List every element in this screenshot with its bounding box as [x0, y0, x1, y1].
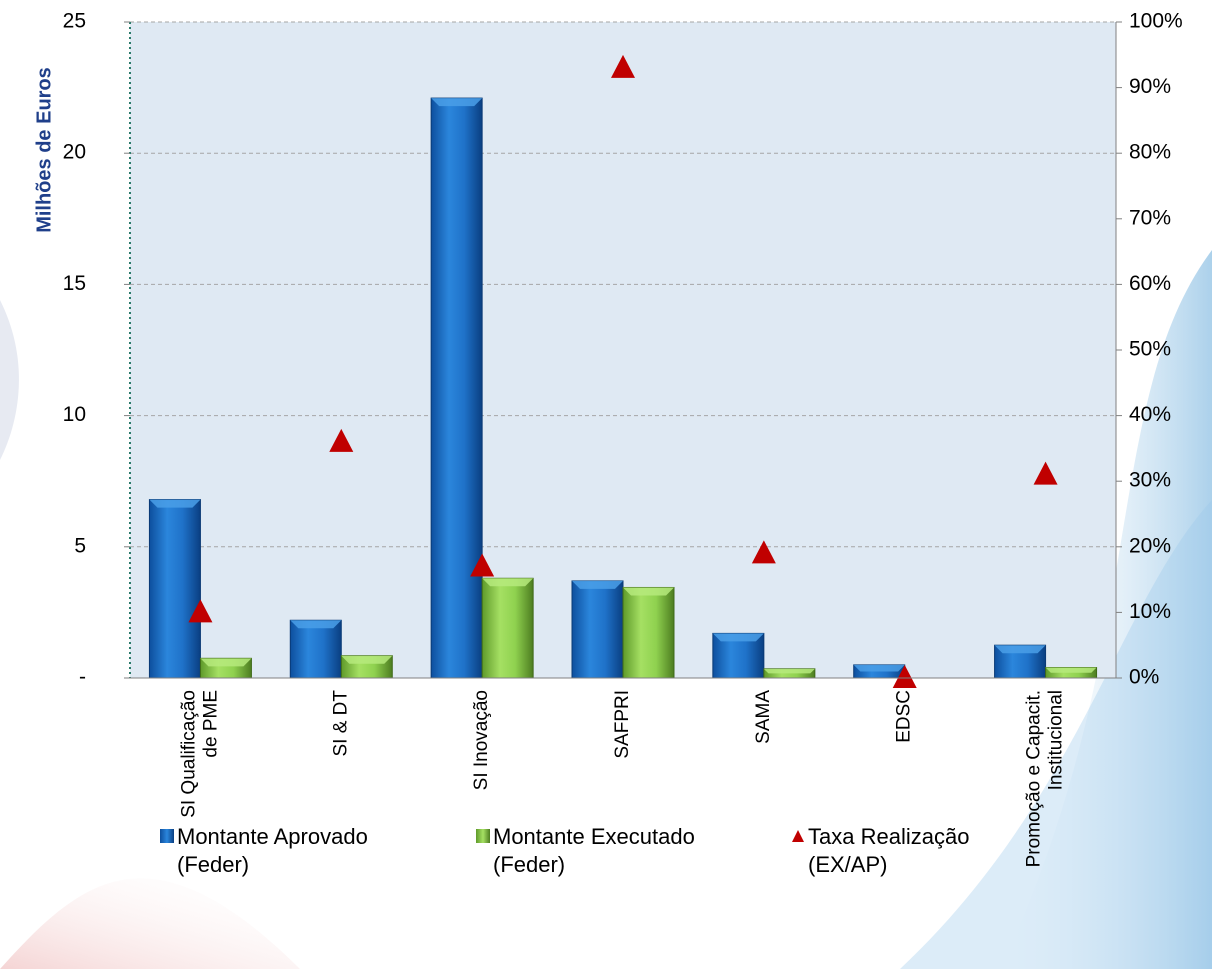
- left-tick-label: 20: [63, 141, 86, 164]
- bar-montante-aprovado: [430, 97, 483, 679]
- right-tick-label: 10%: [1129, 600, 1171, 623]
- legend-swatch-green: [476, 829, 490, 843]
- legend-label-line: (EX/AP): [808, 852, 888, 877]
- right-tick-label: 0%: [1129, 666, 1159, 689]
- legend: Montante Aprovado (Feder) Montante Execu…: [0, 823, 1212, 969]
- bar-montante-executado: [622, 586, 675, 679]
- legend-item-montante-aprovado: Montante Aprovado (Feder): [160, 823, 427, 879]
- category-label: SI Inovação: [471, 690, 492, 790]
- category-label: EDSC: [894, 690, 915, 743]
- marker-taxa-realizacao: [611, 54, 635, 78]
- bar-series: [148, 97, 1098, 679]
- bar-montante-aprovado: [571, 580, 624, 679]
- left-tick-label: 15: [63, 272, 86, 295]
- legend-label-line: (Feder): [177, 852, 250, 877]
- marker-taxa-realizacao: [470, 553, 495, 577]
- plot-background: [130, 22, 1116, 678]
- right-tick-label: 40%: [1129, 403, 1171, 426]
- legend-item-montante-executado: Montante Executado (Feder): [476, 823, 743, 879]
- bar-montante-executado: [1045, 667, 1098, 679]
- right-tick-label: 30%: [1129, 469, 1171, 492]
- x-axis-categories: SI Qualificação de PME SI & DT SI Inovação S…: [178, 690, 1066, 868]
- category-label: Institucional: [1046, 690, 1067, 790]
- marker-taxa-realizacao: [892, 665, 917, 688]
- marker-taxa-realizacao: [329, 428, 354, 452]
- bar-montante-aprovado: [712, 632, 765, 679]
- right-tick-label: 50%: [1129, 338, 1171, 361]
- category-label: de PME: [200, 690, 221, 758]
- right-y-axis-ticks: 0% 10% 20% 30% 40% 50% 60% 70% 80% 90% 100%: [1116, 10, 1183, 689]
- category-label: SAMA: [753, 690, 774, 744]
- category-label: SI & DT: [330, 690, 351, 757]
- bar-montante-aprovado: [148, 499, 201, 679]
- right-tick-label: 60%: [1129, 272, 1171, 295]
- right-tick-label: 100%: [1129, 10, 1183, 33]
- left-tick-label: 5: [74, 534, 86, 557]
- marker-taxa-realizacao: [188, 599, 213, 623]
- right-tick-label: 80%: [1129, 141, 1171, 164]
- marker-taxa-realizacao: [1033, 461, 1058, 485]
- right-tick-label: 90%: [1129, 75, 1171, 98]
- bar-montante-executado: [199, 657, 252, 679]
- bar-montante-executado: [481, 577, 534, 679]
- legend-item-taxa-realizacao: Taxa Realização (EX/AP): [791, 823, 1058, 879]
- y-axis-label: Milhões de Euros: [33, 67, 55, 233]
- left-tick-label: 25: [63, 10, 86, 33]
- bar-montante-aprovado: [994, 644, 1047, 679]
- bar-montante-aprovado: [853, 664, 906, 679]
- legend-label-line: Montante Executado: [493, 824, 695, 849]
- bar-montante-executado: [340, 655, 393, 679]
- left-tick-label: 10: [63, 403, 86, 426]
- left-y-axis-ticks: - 5 10 15 20 25: [63, 10, 130, 689]
- legend-label-line: Montante Aprovado: [177, 824, 368, 849]
- legend-label-line: (Feder): [493, 852, 566, 877]
- right-tick-label: 70%: [1129, 206, 1171, 229]
- right-tick-label: 20%: [1129, 534, 1171, 557]
- left-tick-label: -: [79, 666, 86, 689]
- bar-montante-aprovado: [289, 619, 342, 679]
- legend-label-line: Taxa Realização: [808, 824, 970, 849]
- category-label: SAFPRI: [612, 690, 633, 759]
- gridlines: [130, 21, 1116, 548]
- legend-swatch-blue: [160, 829, 174, 843]
- bar-montante-executado: [763, 668, 816, 679]
- legend-swatch-triangle: [792, 830, 804, 842]
- marker-taxa-realizacao: [751, 540, 776, 564]
- marker-series: [188, 54, 1058, 688]
- category-label: Promoção e Capacit.: [1024, 690, 1045, 867]
- category-label: SI Qualificação: [178, 690, 199, 818]
